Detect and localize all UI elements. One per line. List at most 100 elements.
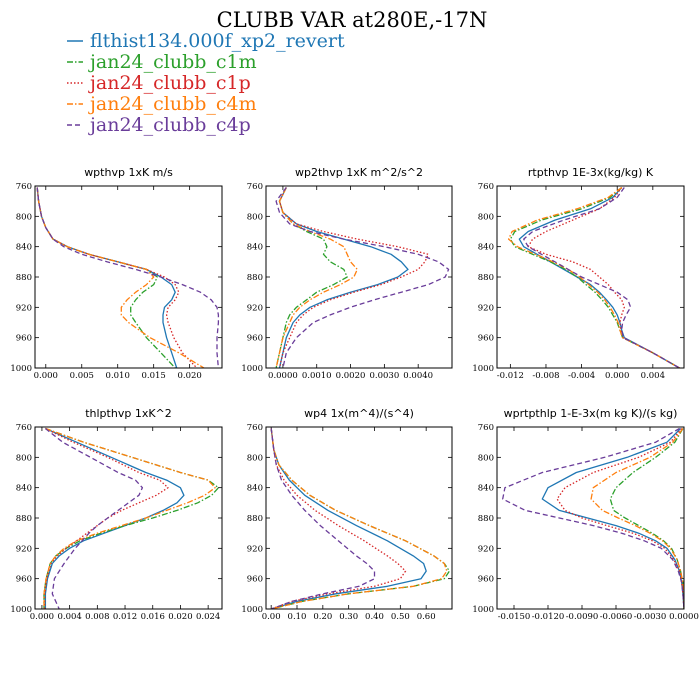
y-tick-label: 880	[16, 514, 32, 524]
y-tick-label: 920	[247, 544, 263, 554]
chart-panel: wp4 1x(m^4)/(s^4) 0.00 0.10 0.20 0.30 0.40 0.5…	[241, 407, 453, 622]
x-tick-label: 0.10	[288, 612, 307, 622]
series-line	[270, 428, 427, 609]
x-tick-label: -0.0030	[634, 612, 667, 622]
x-tick-label: 0.0010	[302, 371, 332, 381]
y-tick-label: 800	[478, 212, 494, 222]
x-tick-label: 0.0000	[268, 371, 298, 381]
panels: wpthvp 1xK m/s 0.000 0.005 0.010 0.015 0.020 7…	[10, 166, 699, 622]
x-tick-label: -0.0150	[498, 612, 531, 622]
y-tick-label: 760	[478, 182, 494, 192]
x-tick-label: 0.016	[141, 612, 165, 622]
series-line	[275, 187, 358, 368]
x-tick-label: -0.004	[568, 371, 595, 381]
plot-frame	[496, 185, 685, 369]
y-tick-label: 920	[16, 303, 32, 313]
x-tick-label: 0.0040	[403, 371, 433, 381]
series-line	[36, 187, 176, 368]
series-line	[270, 428, 407, 609]
x-tick-label: 0.004	[57, 612, 81, 622]
y-tick-label: 920	[247, 303, 263, 313]
series-line	[556, 428, 684, 609]
y-tick-label: 880	[247, 514, 263, 524]
series-line	[275, 187, 450, 368]
x-tick-label: 0.20	[313, 612, 332, 622]
series-line	[278, 187, 409, 368]
x-tick-label: -0.012	[497, 371, 524, 381]
series-line	[590, 428, 684, 609]
x-tick-label: 0.00	[262, 612, 281, 622]
series-line	[278, 187, 429, 368]
y-tick-label: 960	[478, 575, 494, 585]
y-tick-label: 840	[478, 484, 494, 494]
x-tick-label: 0.012	[113, 612, 137, 622]
series-line	[270, 428, 376, 609]
series-line	[36, 187, 220, 368]
x-tick-label: 0.005	[70, 371, 94, 381]
panel-title: wpthvp 1xK m/s	[84, 166, 173, 179]
panel-title: wprtpthlp 1-E-3x(m kg K)/(s kg)	[504, 407, 678, 420]
series-line	[518, 187, 680, 368]
x-tick-label: 0.020	[168, 612, 192, 622]
legend-entry: jan24_clubb_c1p	[88, 72, 251, 94]
x-tick-label: 0.024	[196, 612, 220, 622]
series-line	[44, 427, 185, 609]
chart-panel: wp2thvp 1xK m^2/s^20.0000 0.0010 0.0020 0.0…	[241, 166, 453, 381]
series-line	[541, 428, 684, 609]
y-tick-label: 880	[478, 273, 494, 283]
x-tick-label: 0.50	[391, 612, 410, 622]
x-tick-label: 0.0030	[369, 371, 399, 381]
series-line	[36, 187, 205, 368]
x-tick-label: 0.30	[339, 612, 358, 622]
y-tick-label: 1000	[241, 605, 263, 615]
x-tick-label: 0.020	[177, 371, 201, 381]
y-tick-label: 1000	[472, 605, 494, 615]
series-line	[502, 427, 684, 609]
legend: flthist134.000f_xp2_revertjan24_clubb_c1…	[67, 30, 345, 136]
series-line	[275, 187, 348, 368]
x-tick-label: -0.0060	[600, 612, 633, 622]
plot-frame	[34, 185, 223, 369]
y-tick-label: 800	[16, 453, 32, 463]
x-tick-label: -0.0090	[566, 612, 599, 622]
series-line	[507, 186, 680, 368]
y-tick-label: 1000	[10, 605, 32, 615]
y-tick-label: 960	[478, 334, 494, 344]
legend-entry: flthist134.000f_xp2_revert	[90, 30, 345, 52]
y-tick-label: 960	[16, 334, 32, 344]
x-tick-label: 0.008	[85, 612, 109, 622]
series-line	[36, 187, 178, 368]
legend-entry: jan24_clubb_c1m	[88, 51, 257, 73]
x-tick-label: 0.015	[142, 371, 166, 381]
series-line	[527, 187, 680, 368]
x-tick-label: -0.008	[532, 371, 559, 381]
chart-panel: wpthvp 1xK m/s 0.000 0.005 0.010 0.015 0.020 7…	[10, 166, 223, 381]
legend-entry: jan24_clubb_c4p	[88, 114, 251, 136]
series-line	[270, 428, 451, 609]
y-tick-label: 760	[16, 182, 32, 192]
plot-frame	[496, 426, 685, 610]
plot-frame	[265, 185, 453, 369]
x-tick-label: -0.0120	[532, 612, 565, 622]
x-tick-label: 0.0000	[669, 612, 699, 622]
x-tick-label: 0.60	[417, 612, 436, 622]
y-tick-label: 880	[478, 514, 494, 524]
x-tick-label: 0.40	[365, 612, 384, 622]
y-tick-label: 760	[247, 423, 263, 433]
panel-title: wp4 1x(m^4)/(s^4)	[304, 407, 414, 420]
y-tick-label: 1000	[241, 364, 263, 374]
x-tick-label: 0.000	[34, 371, 58, 381]
y-tick-label: 840	[16, 484, 32, 494]
y-tick-label: 920	[16, 544, 32, 554]
y-tick-label: 960	[16, 575, 32, 585]
y-tick-label: 800	[247, 212, 263, 222]
plot-frame	[34, 426, 223, 610]
y-tick-label: 920	[478, 544, 494, 554]
x-tick-label: 0.000	[30, 612, 54, 622]
y-tick-label: 760	[478, 423, 494, 433]
series-line	[43, 427, 216, 609]
plot-frame	[265, 426, 453, 610]
x-tick-label: 0.010	[106, 371, 130, 381]
y-tick-label: 1000	[472, 364, 494, 374]
